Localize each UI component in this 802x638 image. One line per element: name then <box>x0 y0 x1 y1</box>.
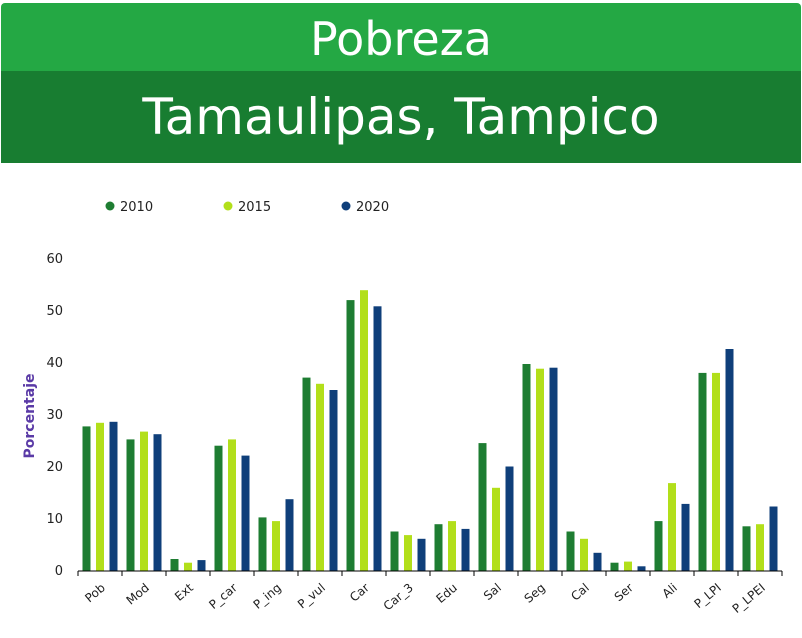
bar-2020-Ext <box>197 560 206 571</box>
bar-2010-P_vul <box>302 377 311 571</box>
legend-item-2020[interactable]: 2020 <box>341 200 390 215</box>
bar-2010-P_LPEI <box>742 526 751 571</box>
y-tick-label: 60 <box>46 252 63 267</box>
bar-2015-Sal <box>492 487 500 571</box>
bar-2015-Ser <box>624 561 632 571</box>
legend-label: 2010 <box>120 200 153 215</box>
bar-2010-Sal <box>478 443 487 571</box>
legend-marker <box>223 201 233 211</box>
bar-2010-Ser <box>610 562 619 571</box>
bar-2010-Seg <box>522 364 531 571</box>
bar-2020-Mod <box>153 434 162 571</box>
bar-2015-Cal <box>580 538 588 571</box>
bar-2015-P_ing <box>272 521 280 571</box>
bar-2020-Ali <box>681 503 690 571</box>
y-tick-label: 0 <box>55 564 63 579</box>
bar-2015-Seg <box>536 368 544 571</box>
x-tick-label: P_LPI <box>691 581 724 611</box>
bar-2010-P_LPI <box>698 372 707 571</box>
x-tick-label: P_ing <box>251 581 284 612</box>
header-banner: Pobreza Tamaulipas, Tampico <box>1 3 801 163</box>
bar-2020-Edu <box>461 528 470 571</box>
bar-2020-Seg <box>549 367 558 571</box>
x-tick-label: Cal <box>568 581 592 604</box>
x-axis: Pob Mod Ext P_car P_ing P_vul Car Car_3 Edu Sal Se… <box>77 570 783 616</box>
chart-legend: 2010 2015 2020 <box>105 200 390 215</box>
bar-2020-P_car <box>241 455 250 571</box>
legend-item-2010[interactable]: 2010 <box>105 200 154 215</box>
bar-2020-P_vul <box>329 390 338 571</box>
bar-2020-P_LPEI <box>769 506 778 571</box>
legend-marker <box>341 201 351 211</box>
bar-2015-Mod <box>140 431 148 571</box>
y-tick-label: 10 <box>46 512 63 527</box>
bar-2010-Car <box>346 300 355 571</box>
bar-2010-Ali <box>654 521 663 571</box>
bar-2020-P_LPI <box>725 349 734 571</box>
bar-2015-Pob <box>96 422 104 571</box>
page-title: Pobreza <box>1 3 801 71</box>
x-tick-label: P_car <box>206 581 240 612</box>
y-axis: 0 10 20 30 40 50 60 <box>46 252 63 579</box>
y-tick-label: 50 <box>46 304 63 319</box>
bar-2015-P_LPEI <box>756 524 764 571</box>
bar-2015-P_vul <box>316 383 324 571</box>
bar-2015-Car <box>360 290 368 571</box>
bar-2010-Cal <box>566 531 575 571</box>
x-tick-label: Seg <box>522 581 548 606</box>
bar-2010-Edu <box>434 524 443 571</box>
bar-2010-Ext <box>170 559 179 571</box>
bar-2010-Mod <box>126 439 135 571</box>
bar-2010-P_car <box>214 445 223 571</box>
x-tick-label: Ext <box>172 580 196 603</box>
bar-2020-Sal <box>505 466 514 571</box>
bar-2020-Car_3 <box>417 538 426 571</box>
bar-2020-Pob <box>109 421 118 571</box>
x-tick-label: Ser <box>612 581 636 605</box>
x-tick-label: P_vul <box>295 581 328 612</box>
bar-2015-P_LPI <box>712 372 720 571</box>
bar-2015-P_car <box>228 439 236 571</box>
y-axis-label: Porcentaje <box>22 374 38 459</box>
x-tick-label: Ali <box>660 581 680 601</box>
bar-2015-Ali <box>668 483 676 571</box>
bar-2010-Pob <box>82 426 91 571</box>
x-tick-label: Pob <box>82 581 108 606</box>
x-tick-label: Mod <box>124 581 152 608</box>
y-tick-label: 40 <box>46 356 63 371</box>
bar-2020-Cal <box>593 552 602 571</box>
x-tick-label: Sal <box>481 581 504 603</box>
bar-chart: 2010 2015 2020 0 10 20 30 40 50 60 Pob Mod Ext P_ca… <box>22 200 783 616</box>
bar-marks <box>82 290 778 571</box>
legend-label: 2015 <box>238 200 271 215</box>
bar-2020-Ser <box>637 566 646 571</box>
legend-item-2015[interactable]: 2015 <box>223 200 272 215</box>
bar-2020-P_ing <box>285 499 294 571</box>
bar-2015-Edu <box>448 521 456 571</box>
bar-2015-Car_3 <box>404 535 412 571</box>
x-tick-label: Car_3 <box>381 581 416 614</box>
y-tick-label: 20 <box>46 460 63 475</box>
legend-marker <box>105 201 115 211</box>
bar-2020-Car <box>373 306 382 571</box>
page-subtitle: Tamaulipas, Tampico <box>1 71 801 163</box>
legend-label: 2020 <box>356 200 389 215</box>
x-tick-label: Car <box>347 581 372 605</box>
y-tick-label: 30 <box>46 408 63 423</box>
bar-2010-Car_3 <box>390 531 399 571</box>
x-tick-label: P_LPEI <box>730 581 768 616</box>
x-tick-label: Edu <box>433 581 459 606</box>
bar-2015-Ext <box>184 562 192 571</box>
bar-2010-P_ing <box>258 517 267 571</box>
